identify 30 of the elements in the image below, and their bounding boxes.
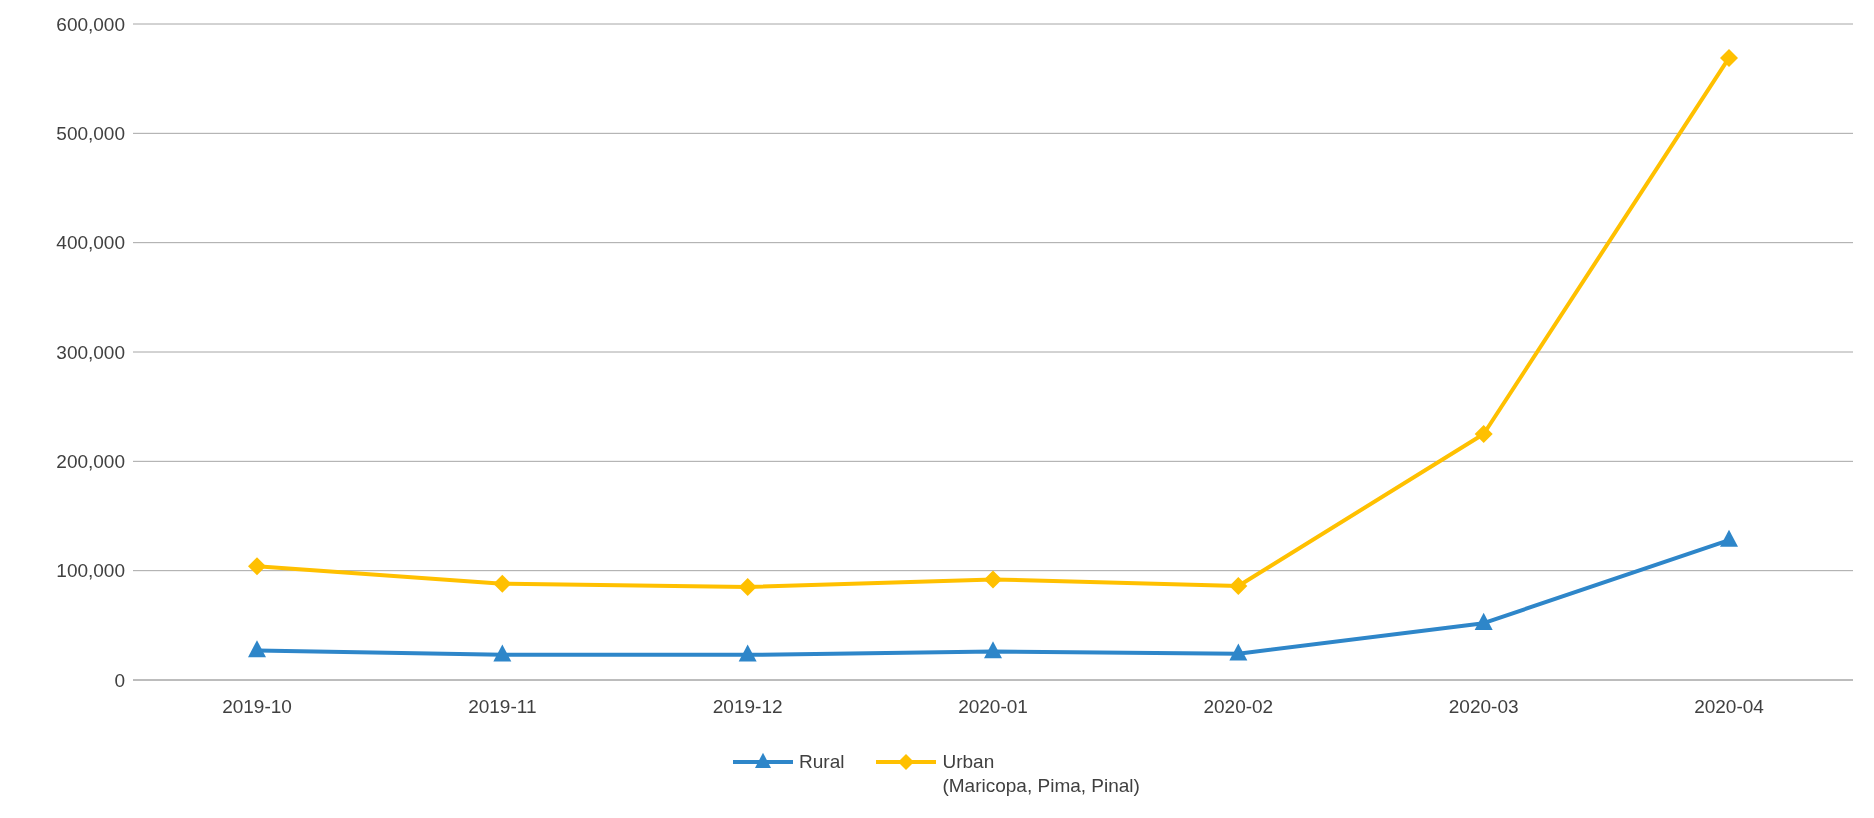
- legend-label: Urban (Maricopa, Pima, Pinal): [942, 750, 1140, 798]
- point: [1229, 576, 1248, 595]
- x-tick-label: 2020-02: [1203, 696, 1274, 718]
- point: [248, 557, 266, 576]
- point: [493, 644, 512, 662]
- x-tick-label: 2019-11: [468, 696, 537, 718]
- y-tick-label: 600,000: [56, 13, 125, 35]
- y-tick-label: 0: [114, 669, 125, 691]
- point: [1720, 529, 1738, 547]
- point: [493, 574, 512, 593]
- point: [1229, 643, 1248, 661]
- x-tick-label: 2019-12: [712, 696, 783, 718]
- x-tick-label: 2020-03: [1448, 696, 1519, 718]
- x-tick-label: 2019-10: [222, 696, 292, 718]
- y-tick-label: 500,000: [56, 123, 125, 145]
- y-tick-label: 100,000: [56, 560, 125, 582]
- legend-label: Rural: [799, 750, 845, 774]
- point: [1720, 48, 1738, 67]
- y-tick-label: 400,000: [56, 232, 125, 254]
- point: [984, 570, 1002, 589]
- y-tick-label: 300,000: [56, 341, 125, 363]
- x-tick-label: 2020-01: [958, 696, 1028, 718]
- point: [738, 644, 757, 662]
- point: [1474, 425, 1493, 443]
- y-tick-label: 200,000: [56, 451, 125, 473]
- point: [738, 578, 757, 597]
- point: [248, 640, 266, 658]
- x-tick-label: 2020-04: [1694, 696, 1765, 718]
- point: [1474, 612, 1493, 630]
- point: [984, 641, 1002, 659]
